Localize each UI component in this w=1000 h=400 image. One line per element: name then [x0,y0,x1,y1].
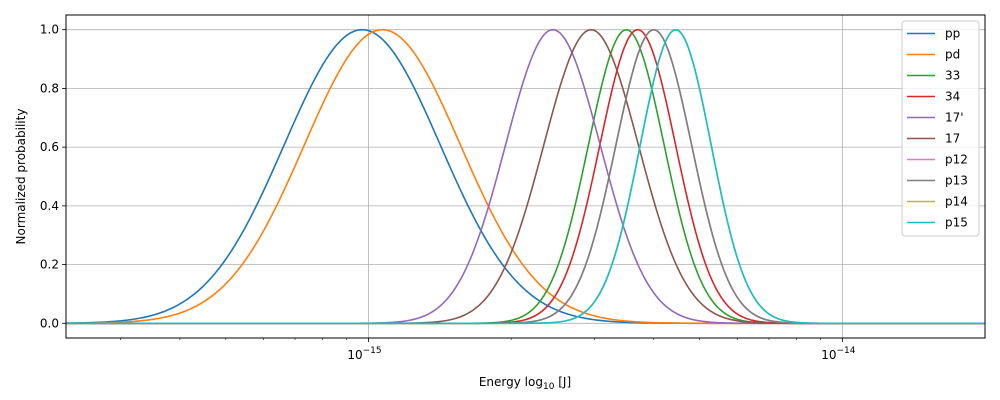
legend-label: p14 [945,195,968,209]
y-tick-label: 0.0 [40,316,59,330]
legend-label: 17' [945,111,964,125]
legend-label: p12 [945,153,968,167]
y-tick-label: 0.6 [40,140,59,154]
legend-label: pp [945,27,960,41]
y-axis-label: Normalized probability [14,109,28,245]
legend-label: 33 [945,69,960,83]
legend-label: p13 [945,174,968,188]
legend-label: pd [945,48,960,62]
x-tick-label: 10−14 [821,346,856,362]
series-group [65,28,985,325]
y-tick-label: 0.4 [40,199,59,213]
y-axis: 0.0 0.2 0.4 0.6 0.8 1.0 [40,23,66,330]
legend: pp pd 33 34 17' 17 p12 p13 p14 p15 [901,20,980,237]
legend-label: p15 [945,216,968,230]
series-line [66,28,985,325]
plot-area [66,15,985,338]
plot-frame [65,14,986,339]
y-tick-label: 1.0 [40,23,59,37]
y-tick-label: 0.2 [40,258,59,272]
legend-label: 17 [945,132,960,146]
x-axis: 10−15 10−14 [120,338,856,362]
x-tick-label: 10−15 [347,346,381,362]
legend-label: 34 [945,90,960,104]
y-tick-label: 0.8 [40,81,59,95]
x-axis-label: Energy log10 [J] [479,375,571,392]
